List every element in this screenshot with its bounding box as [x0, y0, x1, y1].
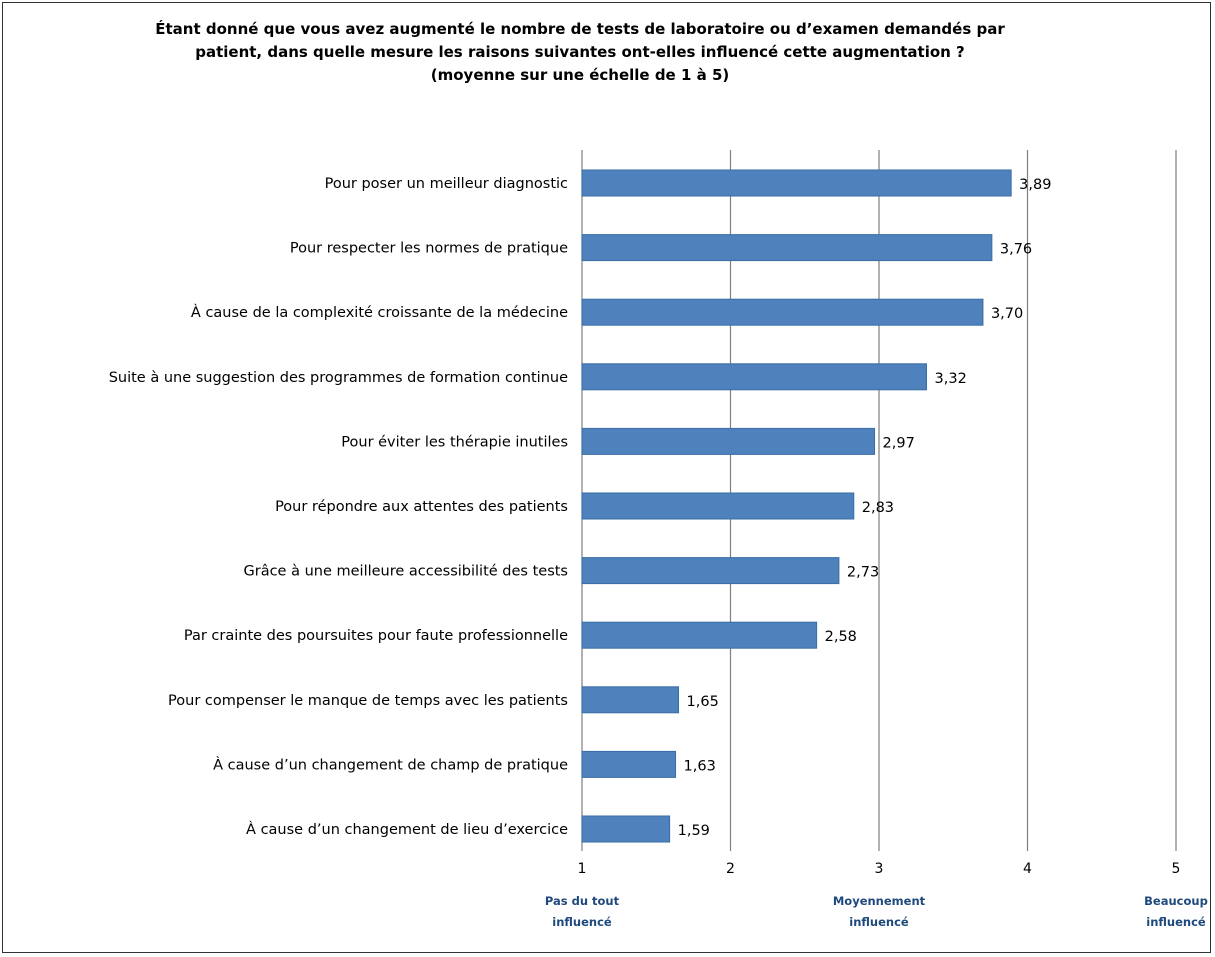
category-label-7: Grâce à une meilleure accessibilité des … [244, 564, 569, 580]
value-label-2: 3,76 [1000, 242, 1032, 258]
value-label-10: 1,63 [684, 758, 716, 774]
scale-description-1-line-1: Pas du tout [545, 894, 620, 908]
category-label-6: Pour répondre aux attentes des patients [275, 499, 568, 515]
category-label-9: Pour compenser le manque de temps avec l… [168, 693, 568, 709]
category-label-4: Suite à une suggestion des programmes de… [109, 370, 568, 386]
x-tick-label-5: 5 [1172, 861, 1181, 877]
chart-title-line-3: (moyenne sur une échelle de 1 à 5) [430, 66, 730, 84]
x-tick-label-1: 1 [578, 861, 587, 877]
bar-9 [581, 686, 680, 714]
category-label-1: Pour poser un meilleur diagnostic [325, 176, 568, 192]
scale-description-2-line-2: influencé [849, 915, 909, 929]
value-label-3: 3,70 [991, 306, 1023, 322]
bar-1 [581, 169, 1012, 197]
value-label-8: 2,58 [825, 629, 857, 645]
value-label-4: 3,32 [935, 371, 967, 387]
labels: 1 2 3 4 5 Pour poser un meilleur diagnostic 3,… [109, 176, 1208, 929]
scale-description-1-line-2: influencé [552, 915, 612, 929]
bar-4 [581, 363, 928, 391]
chart-title: Étant donné que vous avez augmenté le no… [0, 18, 1160, 87]
category-label-10: À cause d’un changement de champ de prat… [213, 756, 568, 773]
scale-description-2-line-1: Moyennement [833, 894, 926, 908]
bar-3 [581, 298, 984, 326]
scale-description-3-line-2: influencé [1146, 915, 1206, 929]
bar-6 [581, 492, 855, 520]
x-tick-label-2: 2 [726, 861, 735, 877]
chart-title-line-2: patient, dans quelle mesure les raisons … [195, 43, 965, 61]
value-label-9: 1,65 [687, 694, 719, 710]
bar-11 [581, 815, 671, 843]
value-label-1: 3,89 [1019, 177, 1051, 193]
x-tick-label-4: 4 [1023, 861, 1032, 877]
x-tick-label-3: 3 [875, 861, 884, 877]
category-label-2: Pour respecter les normes de pratique [290, 241, 568, 257]
bar-2 [581, 234, 993, 262]
value-label-6: 2,83 [862, 500, 894, 516]
scale-description-3-line-1: Beaucoup [1144, 894, 1208, 908]
bar-5 [581, 427, 876, 455]
bar-10 [581, 750, 677, 778]
bars [581, 169, 1012, 843]
category-label-5: Pour éviter les thérapie inutiles [341, 434, 568, 450]
bar-8 [581, 621, 818, 649]
category-label-3: À cause de la complexité croissante de l… [191, 304, 568, 321]
category-label-11: À cause d’un changement de lieu d’exerci… [246, 821, 568, 838]
chart-title-line-1: Étant donné que vous avez augmenté le no… [155, 20, 1005, 38]
value-label-7: 2,73 [847, 565, 879, 581]
category-label-8: Par crainte des poursuites pour faute pr… [184, 628, 568, 644]
value-label-5: 2,97 [883, 435, 915, 451]
value-label-11: 1,59 [678, 823, 710, 839]
bar-7 [581, 557, 840, 585]
